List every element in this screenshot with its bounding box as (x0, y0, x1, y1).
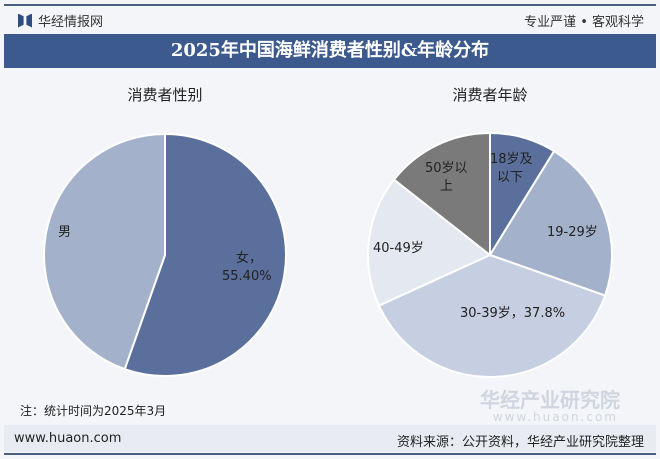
pie-slice-19-29岁 (488, 149, 613, 297)
gender-pie (43, 132, 287, 377)
watermark-name: 华经产业研究院 (480, 388, 620, 412)
footer-source: 资料来源：公开资料，华经产业研究院整理 (396, 435, 644, 450)
age-pie (367, 131, 613, 378)
pie-slice-男 (43, 132, 166, 371)
bottom-rule (4, 453, 656, 455)
slogan: 专业严谨 • 客观科学 (524, 15, 644, 30)
top-rule (4, 4, 656, 6)
label-female-value: 55.40% (222, 269, 272, 284)
watermark-url: www.huaon.com (492, 410, 618, 424)
pie-slice-50岁以上 (392, 131, 491, 258)
brand: 华经情报网 (18, 11, 103, 30)
label-male: 男 (58, 225, 71, 240)
label-age-19-29: 19-29岁 (547, 225, 598, 240)
label-age-50-plus: 50岁以 (425, 161, 468, 176)
pie-slice-30-39岁 (377, 253, 607, 378)
label-age-40-49: 40-49岁 (373, 241, 424, 256)
label-age-30-39: 30-39岁，37.8% (460, 306, 565, 321)
label-age-18-under-2: 以下 (497, 170, 523, 185)
footer-bar (4, 425, 656, 452)
footer-site: www.huaon.com (14, 431, 122, 446)
page-title: 2025年中国海鲜消费者性别&年龄分布 (4, 34, 656, 68)
label-age-50-plus-2: 上 (440, 179, 453, 194)
age-chart-title: 消费者年龄 (452, 86, 527, 104)
pie-slice-40-49岁 (367, 178, 492, 307)
brand-name: 华经情报网 (38, 15, 104, 30)
note: 注：统计时间为2025年3月 (20, 404, 167, 418)
label-female: 女， (236, 250, 262, 266)
label-age-18-under: 18岁及 (490, 152, 533, 167)
gender-chart-title: 消费者性别 (127, 86, 202, 104)
